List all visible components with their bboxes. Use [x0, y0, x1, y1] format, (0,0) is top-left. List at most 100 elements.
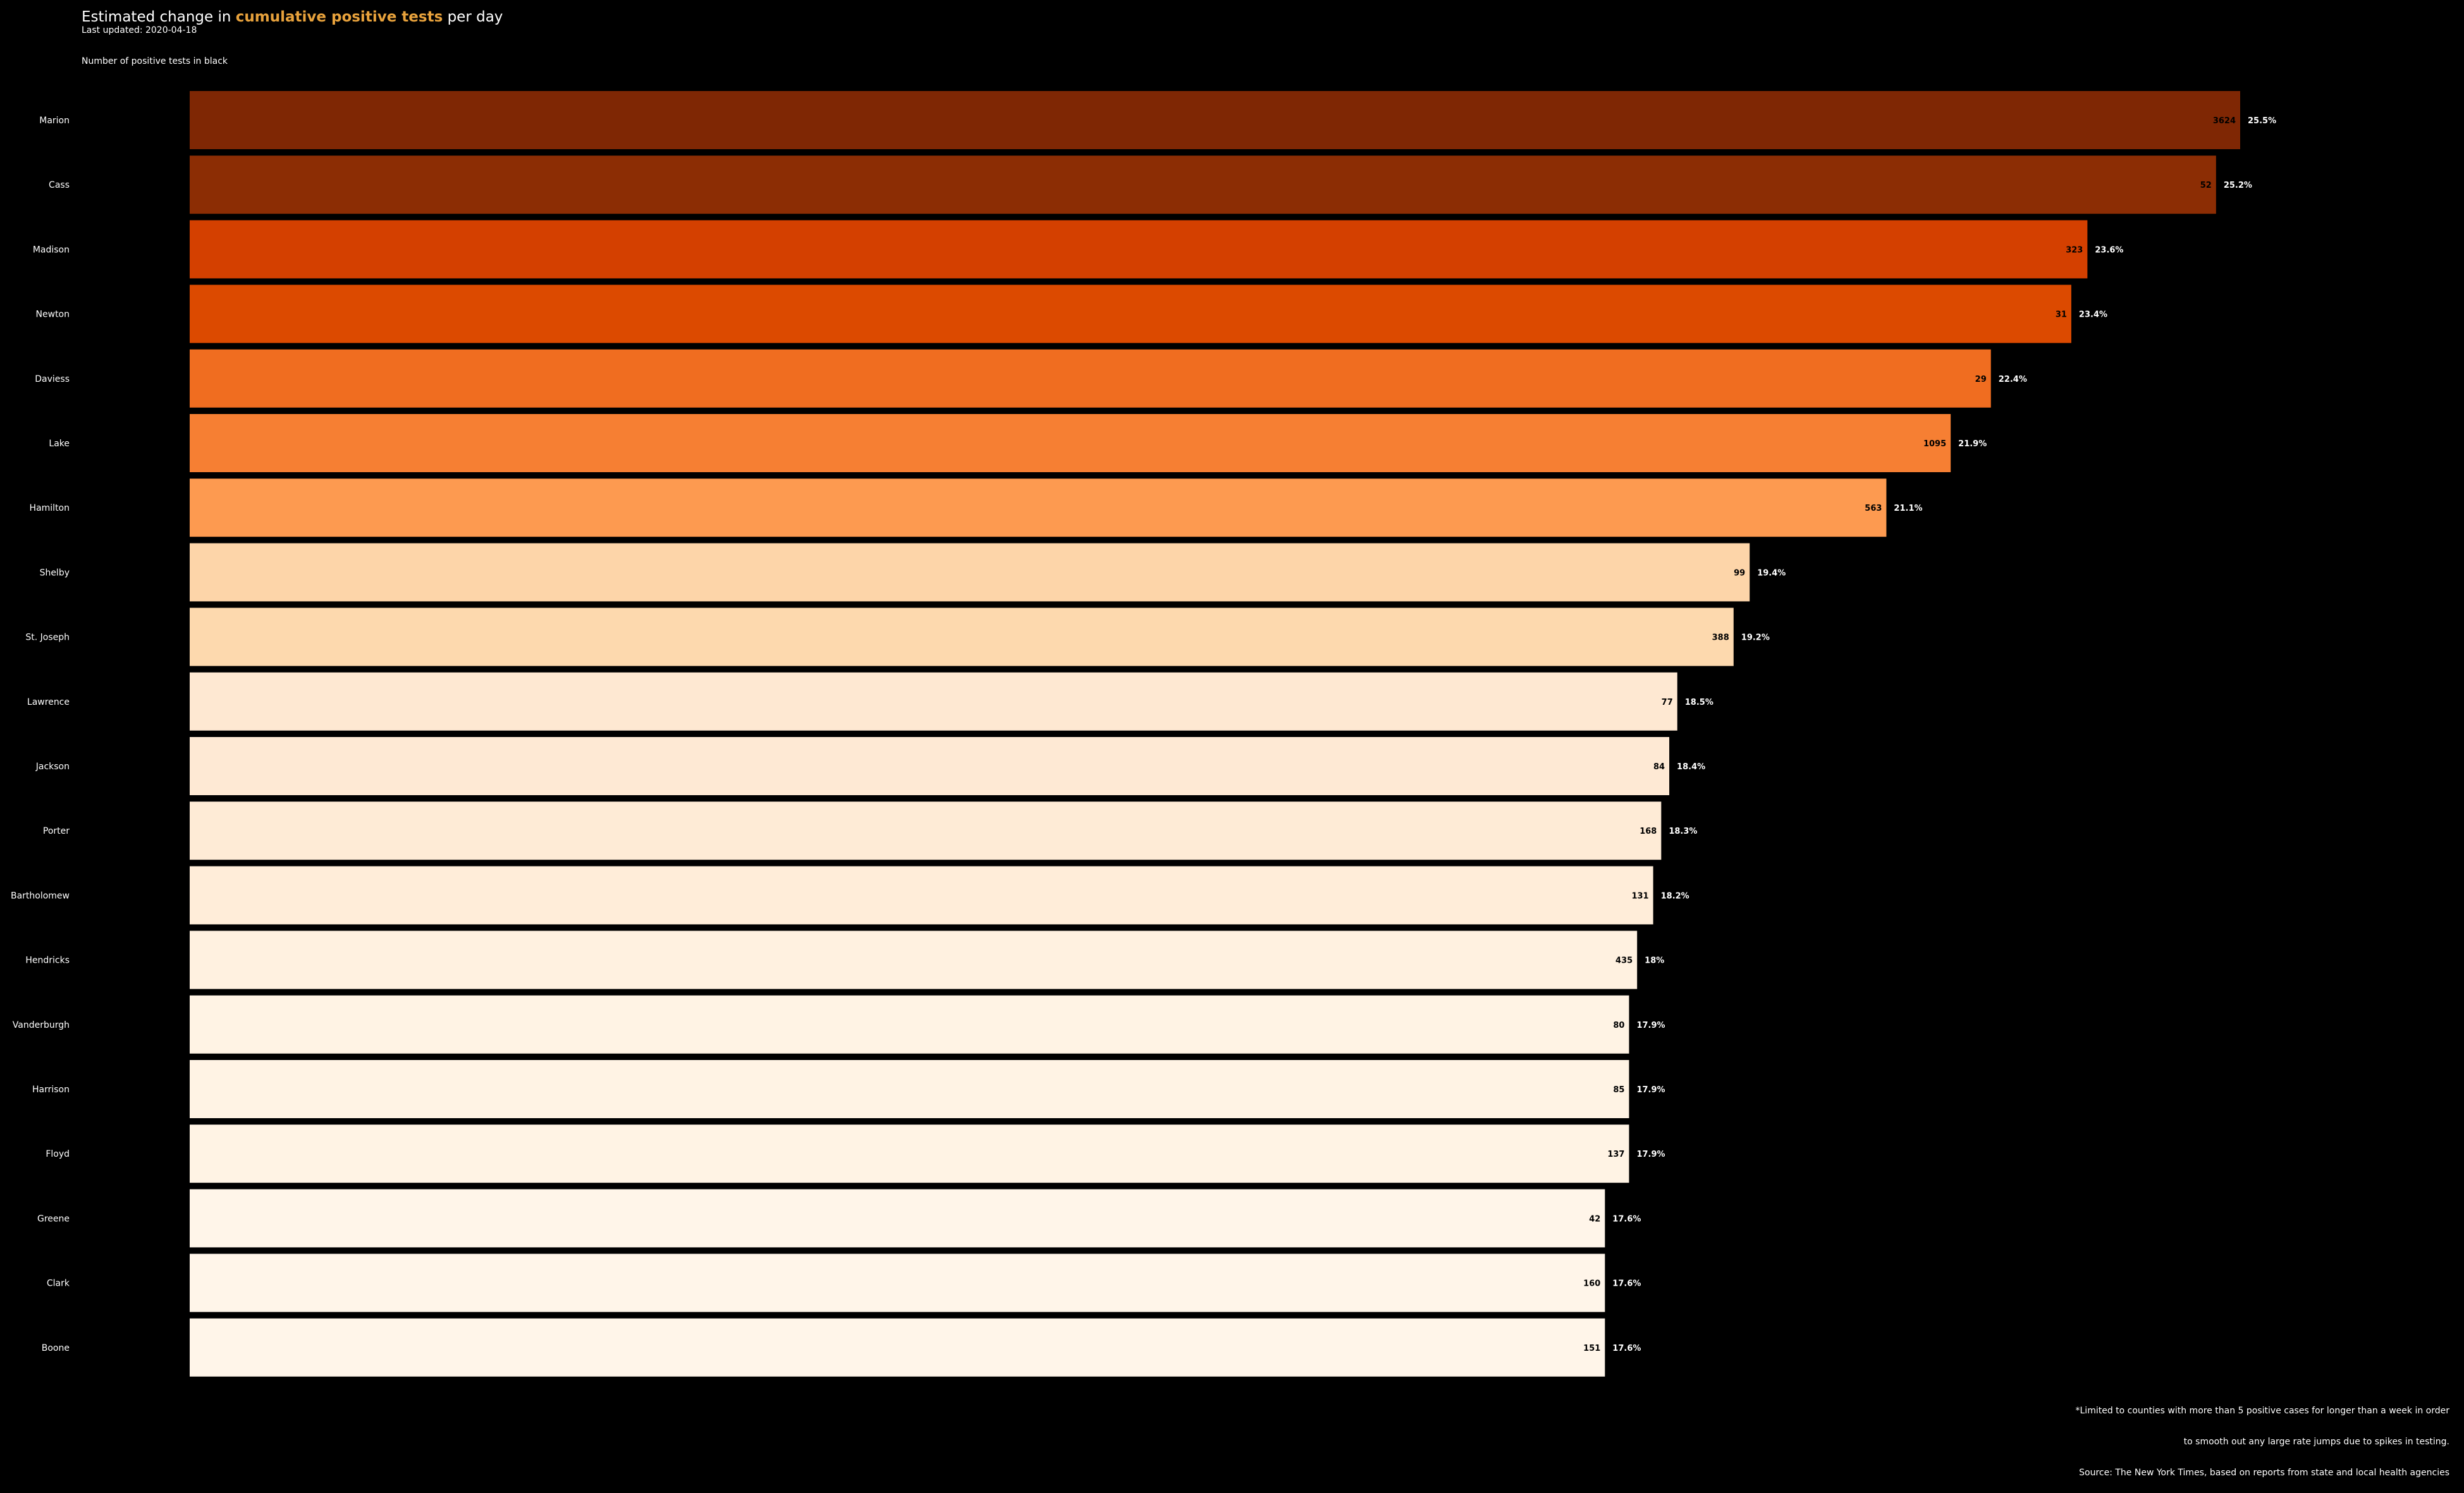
bar	[190, 1189, 1605, 1247]
percent-change-label: 18.2%	[1661, 891, 1689, 901]
positive-tests-label: 29	[1975, 375, 1987, 384]
percent-change-label: 17.6%	[1612, 1279, 1641, 1289]
bar-row: Cass 52 25.2%	[49, 155, 2252, 214]
positive-tests-label: 99	[1734, 568, 1745, 578]
percent-change-label: 22.4%	[1999, 375, 2027, 384]
county-label: Floyd	[46, 1149, 70, 1159]
positive-tests-label: 80	[1613, 1021, 1624, 1030]
county-label: Harrison	[32, 1085, 70, 1095]
percent-change-label: 17.9%	[1636, 1150, 1665, 1159]
positive-tests-label: 77	[1662, 698, 1673, 707]
bar	[190, 285, 2071, 343]
bar	[190, 220, 2087, 278]
percent-change-label: 19.2%	[1741, 633, 1770, 643]
percent-change-label: 19.4%	[1757, 568, 1786, 578]
percent-change-label: 17.6%	[1612, 1344, 1641, 1353]
bar	[190, 91, 2240, 149]
county-label: Newton	[36, 310, 70, 320]
bar-row: Bartholomew 131 18.2%	[11, 866, 1689, 924]
county-label: Hamilton	[30, 503, 70, 513]
bar-row: St. Joseph 388 19.2%	[25, 608, 1770, 666]
county-label: Lake	[49, 439, 70, 449]
percent-change-label: 21.9%	[1958, 439, 1987, 449]
footnote-line-2: to smooth out any large rate jumps due t…	[2184, 1437, 2449, 1447]
bar	[190, 155, 2216, 214]
bar-row: Harrison 85 17.9%	[32, 1060, 1665, 1118]
positive-tests-label: 31	[2056, 310, 2067, 320]
positive-tests-label: 52	[2200, 181, 2212, 190]
county-label: St. Joseph	[25, 633, 70, 643]
bar	[190, 931, 1637, 989]
source-note: Source: The New York Times, based on rep…	[2079, 1468, 2449, 1478]
percent-change-label: 21.1%	[1894, 504, 1922, 513]
county-label: Cass	[49, 180, 70, 190]
percent-change-label: 23.4%	[2079, 310, 2107, 320]
bar-row: Daviess 29 22.4%	[35, 350, 2027, 408]
bar	[190, 801, 1661, 860]
positive-tests-label: 388	[1712, 633, 1729, 643]
county-label: Hendricks	[25, 956, 70, 966]
bar	[190, 478, 1886, 537]
bar	[190, 1254, 1605, 1312]
bar-row: Floyd 137 17.9%	[46, 1124, 1665, 1183]
positive-tests-label: 3624	[2213, 116, 2236, 126]
bar-row: Jackson 84 18.4%	[35, 737, 1705, 795]
county-label: Jackson	[35, 762, 70, 772]
bar-row: Madison 323 23.6%	[33, 220, 2124, 278]
bar	[190, 737, 1669, 795]
positive-tests-label: 131	[1631, 891, 1648, 901]
percent-change-label: 18.3%	[1669, 827, 1697, 836]
county-label: Daviess	[35, 374, 70, 384]
footnote-line-1: *Limited to counties with more than 5 po…	[2076, 1406, 2450, 1416]
bar-row: Hendricks 435 18%	[25, 931, 1664, 989]
bar-row: Lake 1095 21.9%	[49, 414, 1987, 472]
percent-change-label: 17.9%	[1636, 1085, 1665, 1095]
percent-change-label: 25.2%	[2224, 181, 2252, 190]
percent-change-label: 25.5%	[2248, 116, 2276, 126]
bar-row: Shelby 99 19.4%	[40, 543, 1786, 601]
positive-tests-label: 85	[1613, 1085, 1624, 1095]
county-label: Marion	[39, 116, 70, 126]
county-label: Greene	[37, 1214, 70, 1224]
bar-row: Porter 168 18.3%	[43, 801, 1698, 860]
county-label: Porter	[43, 826, 70, 836]
percent-change-label: 18.5%	[1685, 698, 1713, 707]
bar-row: Clark 160 17.6%	[47, 1254, 1641, 1312]
bar	[190, 866, 1653, 924]
bar	[190, 608, 1734, 666]
bar	[190, 350, 1991, 408]
positive-tests-label: 151	[1583, 1344, 1600, 1353]
positive-tests-label: 563	[1865, 504, 1882, 513]
percent-change-label: 18.4%	[1677, 762, 1705, 772]
bar-row: Boone 151 17.6%	[42, 1319, 1641, 1377]
positive-tests-label: 42	[1589, 1214, 1600, 1224]
positive-tests-label: 1095	[1923, 439, 1946, 449]
bar	[190, 1124, 1629, 1183]
county-label: Lawrence	[27, 697, 70, 707]
bar-row: Lawrence 77 18.5%	[27, 673, 1713, 731]
bar-row: Greene 42 17.6%	[37, 1189, 1641, 1247]
percent-change-label: 23.6%	[2095, 245, 2123, 255]
percent-change-label: 18%	[1645, 956, 1664, 966]
percent-change-label: 17.6%	[1612, 1214, 1641, 1224]
positive-tests-label: 435	[1615, 956, 1633, 966]
positive-tests-label: 323	[2066, 245, 2083, 255]
county-label: Vanderburgh	[13, 1020, 70, 1030]
bar-row: Hamilton 563 21.1%	[30, 478, 1923, 537]
county-label: Madison	[33, 245, 70, 255]
bar-row: Newton 31 23.4%	[36, 285, 2108, 343]
bar	[190, 1060, 1629, 1118]
bar	[190, 1319, 1605, 1377]
bar	[190, 543, 1750, 601]
county-label: Boone	[42, 1343, 70, 1353]
bar	[190, 414, 1951, 472]
bar-row: Vanderburgh 80 17.9%	[13, 996, 1665, 1054]
county-label: Clark	[47, 1279, 70, 1289]
county-label: Bartholomew	[11, 891, 70, 901]
bar	[190, 996, 1629, 1054]
bar	[190, 673, 1677, 731]
positive-tests-label: 160	[1583, 1279, 1600, 1289]
positive-tests-label: 137	[1607, 1150, 1624, 1159]
bar-row: Marion 3624 25.5%	[39, 91, 2276, 149]
